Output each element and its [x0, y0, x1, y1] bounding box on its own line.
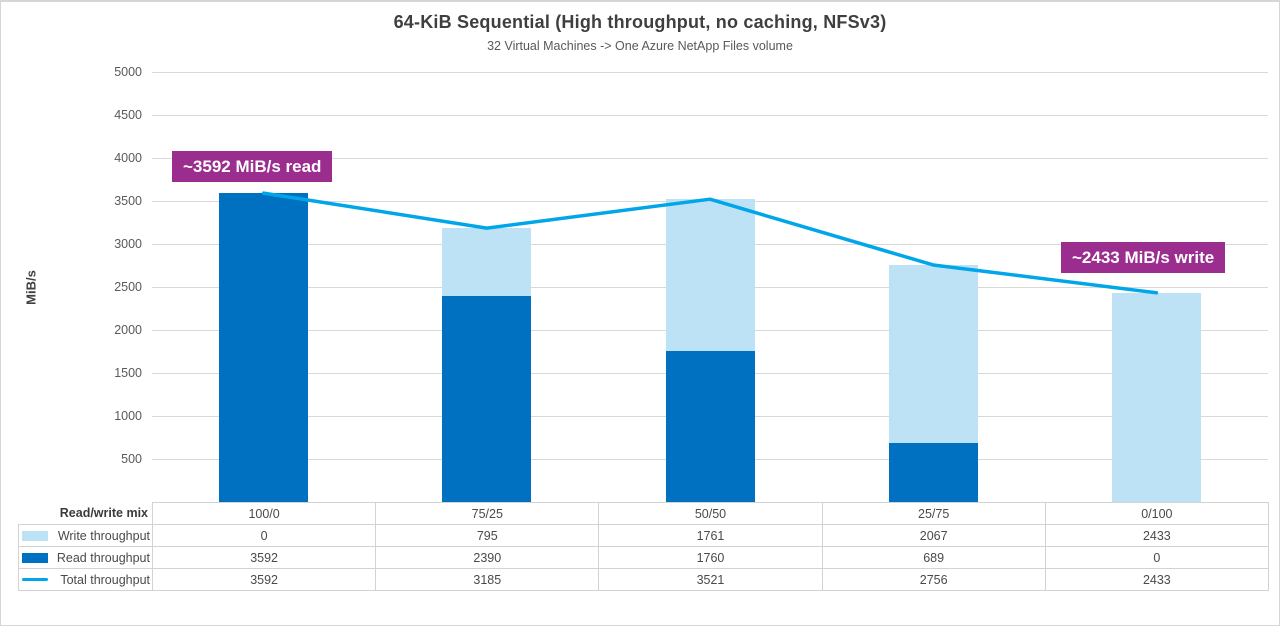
y-tick-label-3000: 3000: [114, 237, 142, 251]
read-bar-100/0: [219, 193, 309, 502]
plot-area: 500 1000 1500 2000 2500 3000 3500 4000 4500 5000: [114, 65, 1268, 502]
gridline-4000: [152, 158, 1268, 159]
legend-cell-total-throughput: Total throughput: [18, 568, 153, 591]
category-label-100/0: 100/0: [151, 502, 377, 525]
table-row: Total throughput 3592 3185 3521 2756 2433: [18, 568, 1269, 591]
value-write-throughput-0/100: 2433: [1044, 524, 1269, 547]
legend-label: Write throughput: [57, 528, 150, 543]
table-row: Read throughput 3592 2390 1760 689 0: [18, 546, 1269, 569]
legend-cell-read-throughput: Read throughput: [18, 546, 153, 569]
value-total-throughput-50/50: 3521: [598, 568, 823, 591]
y-tick-label-1000: 1000: [114, 409, 142, 423]
read-bar-75/25: [442, 296, 532, 502]
legend-cell-write-throughput: Write throughput: [18, 524, 153, 547]
legend-label: Total throughput: [60, 572, 150, 587]
chart-data-table: Read/write mix 100/0 75/25 50/50 25/75 0/100 W…: [18, 502, 1269, 591]
read-bar-50/50: [665, 350, 755, 502]
category-label-50/50: 50/50: [598, 502, 823, 525]
value-read-throughput-50/50: 1760: [598, 546, 823, 569]
read-throughput-callout: ~3592 MiB/s read: [172, 151, 333, 182]
bar-swatch-icon: [22, 530, 48, 541]
y-tick-label-500: 500: [121, 452, 142, 466]
y-tick-label-2500: 2500: [114, 280, 142, 294]
y-tick-label-3500: 3500: [114, 194, 142, 208]
value-total-throughput-25/75: 2756: [821, 568, 1046, 591]
y-tick-label-5000: 5000: [114, 65, 142, 79]
write-bar-25/75: [888, 264, 978, 443]
value-read-throughput-100/0: 3592: [151, 546, 377, 569]
y-axis-title: MiB/s: [23, 270, 39, 305]
y-tick-label-4500: 4500: [114, 108, 142, 122]
table-row: Write throughput 0 795 1761 2067 2433: [18, 524, 1269, 547]
category-label-75/25: 75/25: [375, 502, 600, 525]
gridline-5000: [152, 72, 1268, 73]
read-bar-25/75: [888, 442, 978, 502]
write-throughput-callout: ~2433 MiB/s write: [1061, 242, 1226, 273]
x-axis-label: Read/write mix: [18, 502, 153, 525]
y-tick-label-2000: 2000: [114, 323, 142, 337]
y-tick-label-1500: 1500: [114, 366, 142, 380]
value-write-throughput-75/25: 795: [375, 524, 600, 547]
total-throughput-line: [261, 191, 1159, 295]
total-throughput-polyline: [261, 191, 1159, 295]
chart-title: 64-KiB Sequential (High throughput, no c…: [393, 12, 887, 32]
value-read-throughput-75/25: 2390: [375, 546, 600, 569]
y-tick-label-4000: 4000: [114, 151, 142, 165]
legend-label: Read throughput: [56, 550, 150, 565]
value-write-throughput-100/0: 0: [151, 524, 377, 547]
category-label-25/75: 25/75: [821, 502, 1046, 525]
value-read-throughput-25/75: 689: [821, 546, 1046, 569]
table-row: Read/write mix 100/0 75/25 50/50 25/75 0/100: [18, 502, 1269, 525]
value-read-throughput-0/100: 0: [1044, 546, 1269, 569]
write-bar-75/25: [442, 228, 532, 297]
chart-subtitle: 32 Virtual Machines -> One Azure NetApp …: [487, 39, 793, 53]
line-swatch-icon: [22, 578, 48, 581]
write-bar-0/100: [1111, 292, 1201, 502]
value-write-throughput-25/75: 2067: [821, 524, 1046, 547]
write-bar-50/50: [665, 199, 755, 351]
value-write-throughput-50/50: 1761: [598, 524, 823, 547]
value-total-throughput-100/0: 3592: [151, 568, 377, 591]
bar-swatch-icon: [22, 552, 48, 563]
value-total-throughput-75/25: 3185: [375, 568, 600, 591]
value-total-throughput-0/100: 2433: [1044, 568, 1269, 591]
gridline-4500: [152, 115, 1268, 116]
category-label-0/100: 0/100: [1044, 502, 1269, 525]
